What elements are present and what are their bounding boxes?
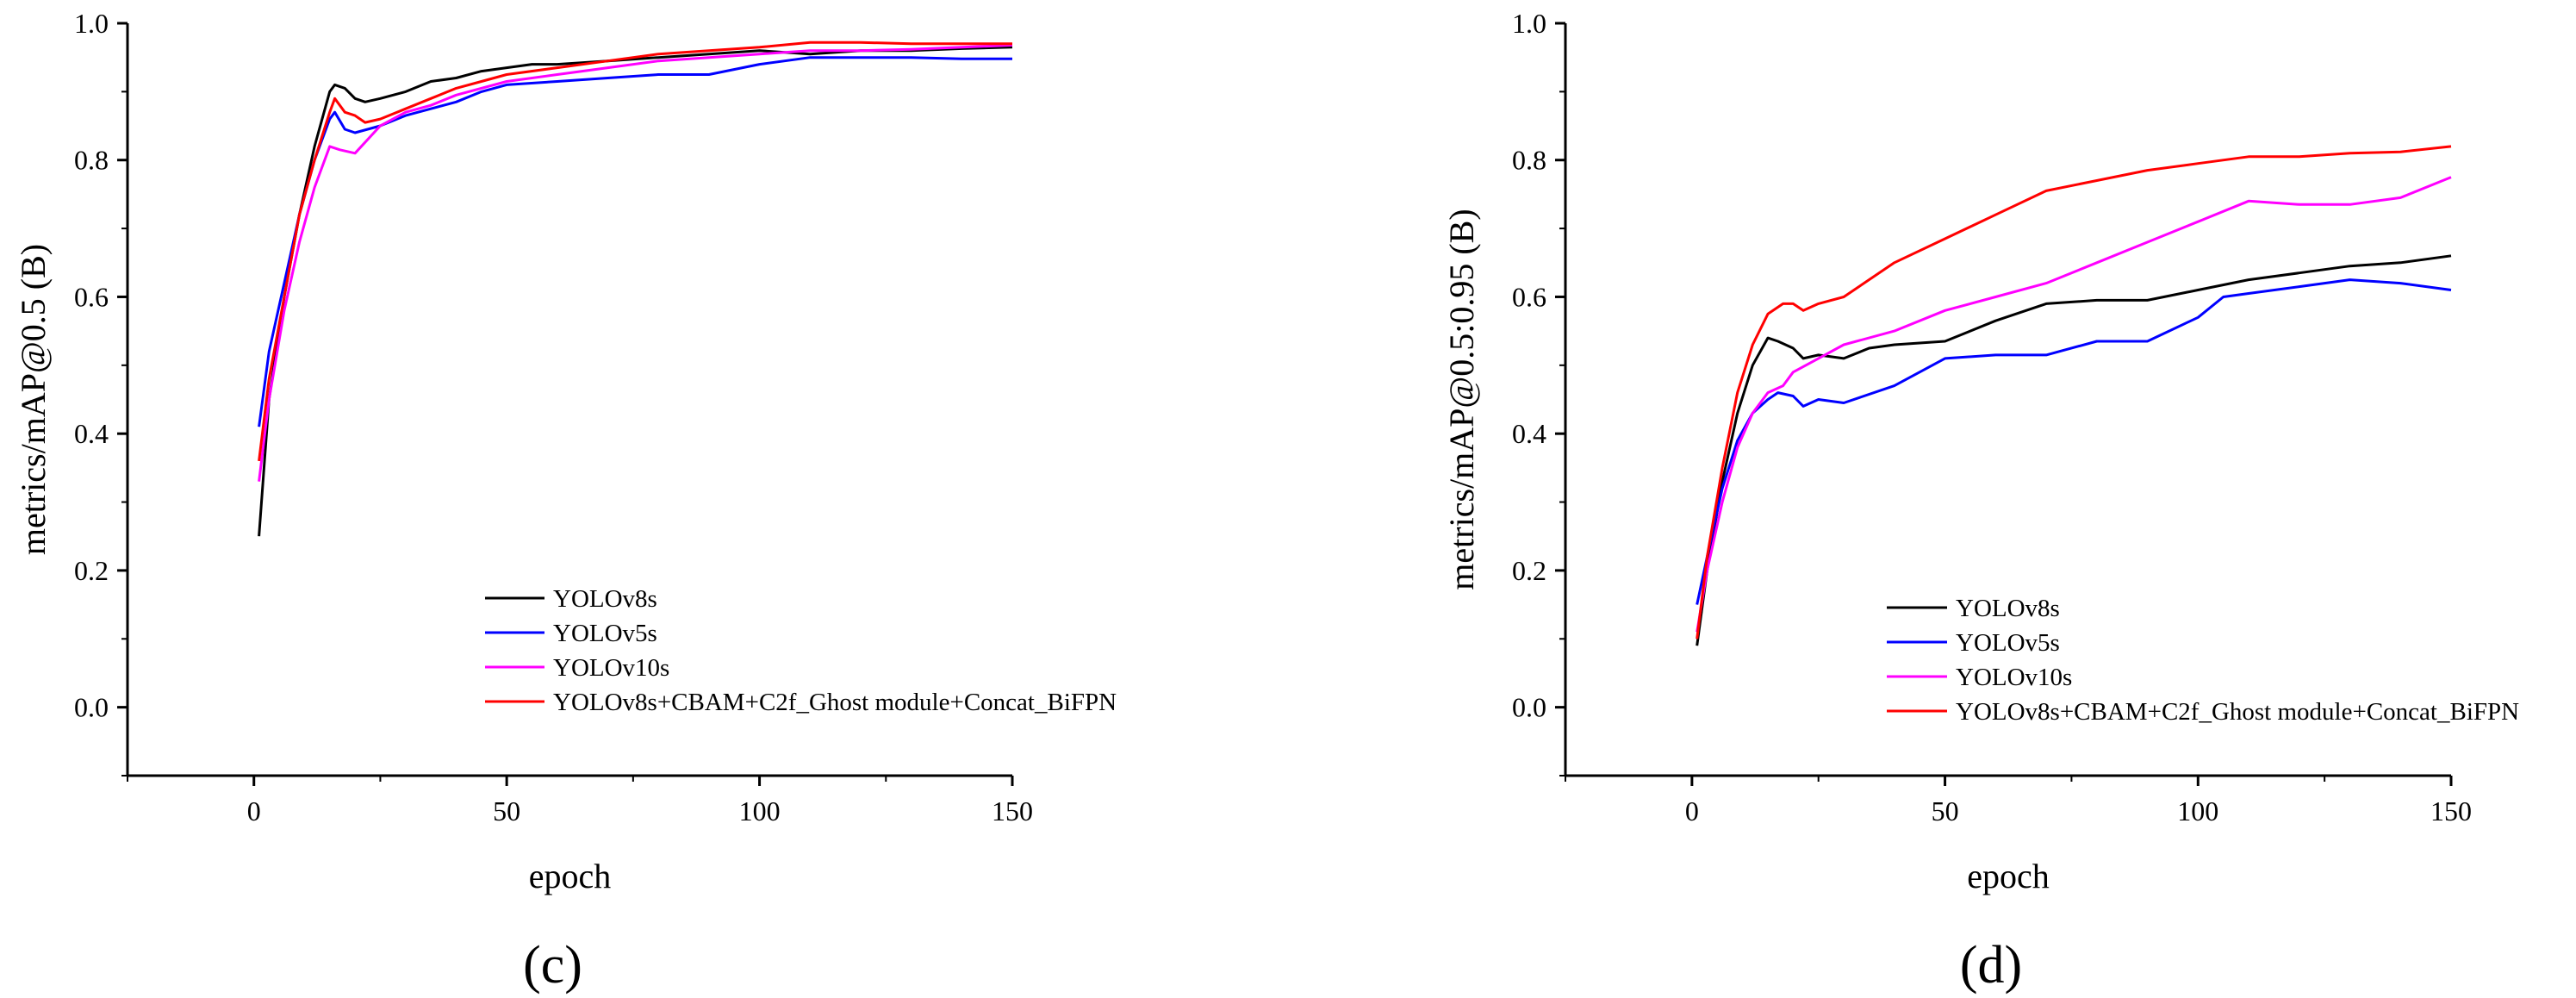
series-line-2: [258, 43, 1013, 482]
x-tick-label: 150: [992, 795, 1033, 826]
y-tick-label: 0.6: [74, 281, 109, 312]
y-axis-title: metrics/mAP@0.5:0.95 (B): [1442, 209, 1481, 589]
y-tick-label: 1.0: [1512, 8, 1546, 39]
x-axis-title: epoch: [1967, 857, 2050, 895]
series-line-1: [258, 56, 1012, 427]
x-tick-label: 150: [2430, 795, 2472, 826]
x-tick-label: 50: [1932, 795, 1959, 826]
x-tick-label: 0: [247, 795, 261, 826]
legend-label-2: YOLOv10s: [1956, 664, 2072, 691]
legend-label-2: YOLOv10s: [553, 654, 669, 682]
legend-label-3: YOLOv8s+CBAM+C2f_Ghost module+Concat_BiF…: [1956, 698, 2519, 726]
series-line-0: [1696, 254, 2452, 646]
legend: YOLOv8s YOLOv5s YOLOv10s YOLOv8s+CBAM+C2f_G…: [1887, 595, 2519, 726]
series-line-3: [258, 41, 1012, 462]
y-tick-label: 0.8: [1512, 145, 1546, 176]
x-tick-label: 100: [2177, 795, 2218, 826]
y-tick-label: 0.0: [1512, 692, 1546, 723]
series-line-1: [1696, 278, 2452, 605]
chart-panel-1: 0.0 0.2 0.4 0.6 0.8 1.0 0 50 100 150 epoch metrics/…: [1442, 8, 2519, 995]
x-tick-label: 50: [493, 795, 520, 826]
y-tick-label: 0.4: [1512, 418, 1546, 449]
legend-label-1: YOLOv5s: [1956, 629, 2060, 657]
legend: YOLOv8s YOLOv5s YOLOv10s YOLOv8s+CBAM+C2f_G…: [485, 585, 1117, 716]
y-tick-label: 0.8: [74, 145, 109, 176]
legend-label-3: YOLOv8s+CBAM+C2f_Ghost module+Concat_BiF…: [553, 689, 1117, 716]
series-line-2: [1696, 176, 2452, 633]
y-axis-title: metrics/mAP@0.5 (B): [14, 244, 53, 555]
x-tick-label: 100: [739, 795, 781, 826]
x-axis-title: epoch: [529, 857, 612, 895]
panel-label: (c): [523, 936, 582, 995]
legend-label-0: YOLOv8s: [1956, 595, 2060, 622]
legend-label-0: YOLOv8s: [553, 585, 657, 613]
y-tick-label: 0.2: [1512, 555, 1546, 586]
legend-label-1: YOLOv5s: [553, 620, 657, 647]
y-tick-label: 0.6: [1512, 281, 1546, 312]
series-line-3: [1696, 145, 2452, 639]
y-tick-label: 0.2: [74, 555, 109, 586]
x-tick-label: 0: [1685, 795, 1699, 826]
y-tick-label: 0.0: [74, 692, 109, 723]
chart-panel-0: 0.0 0.2 0.4 0.6 0.8 1.0 0 50 100 150 epoch metrics/…: [14, 8, 1117, 995]
panel-label: (d): [1960, 936, 2022, 995]
y-tick-label: 0.4: [74, 418, 109, 449]
y-tick-label: 1.0: [74, 8, 109, 39]
